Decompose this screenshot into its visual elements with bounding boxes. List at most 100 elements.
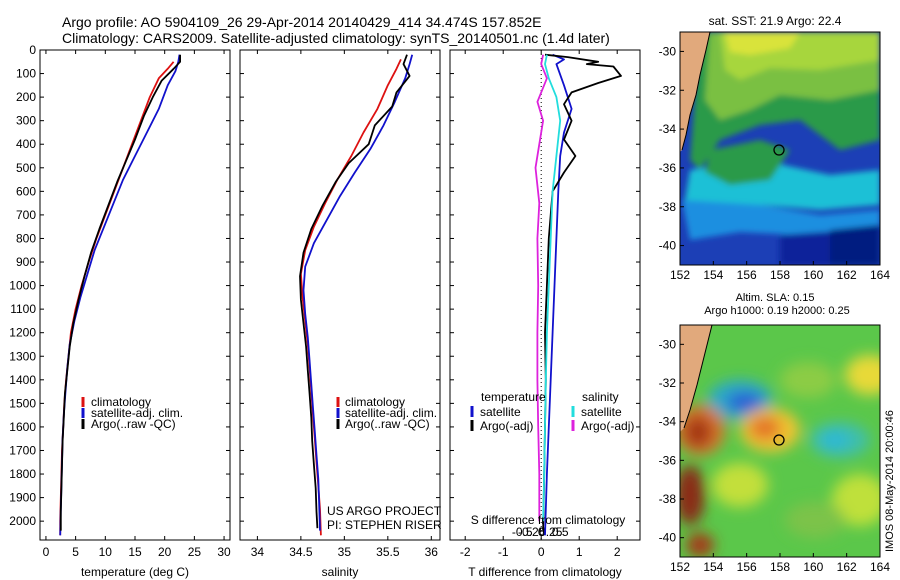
x-tick-label: 25 — [188, 545, 202, 559]
x-tick-label: 2 — [614, 545, 621, 559]
temperature-xlabel: temperature (deg C) — [81, 565, 189, 579]
sla-map — [680, 325, 880, 557]
legend-t-satellite: satellite — [480, 405, 521, 419]
map-y-tick-label: -32 — [659, 83, 677, 97]
y-tick-label: 800 — [16, 231, 36, 245]
difference-xlabel: T difference from climatology — [468, 565, 622, 579]
y-tick-label: 700 — [16, 208, 36, 222]
map-x-tick-label: 160 — [803, 268, 823, 282]
sst-map-axes: 152 154 156 158 160 162 164 -30 -32 -34 -36 -38 -40 — [659, 44, 891, 282]
x-tick-label: -2 — [460, 545, 471, 559]
x-tick-label: 34 — [251, 545, 265, 559]
s-tick-label: 0.5 — [552, 525, 569, 539]
sla-map-axes: 152 154 156 158 160 162 164 -30 -32 -34 -36 -38 -40 — [659, 337, 891, 574]
y-tick-label: 1200 — [9, 326, 36, 340]
sst-map — [680, 32, 880, 265]
s-tick-label: -0.5 — [512, 525, 533, 539]
x-tick-label: 15 — [128, 545, 142, 559]
x-tick-label: 0 — [538, 545, 545, 559]
legend-s-satellite: satellite — [581, 405, 622, 419]
project-annotation: US ARGO PROJECT — [327, 504, 442, 518]
map-x-tick-label: 156 — [737, 268, 757, 282]
map-y-tick-label: -34 — [659, 122, 677, 136]
map-y-tick-label: -34 — [659, 415, 677, 429]
s-tick-label: 0 — [538, 525, 545, 539]
y-tick-label: 1100 — [10, 302, 36, 316]
y-tick-label: 1900 — [9, 491, 36, 505]
x-tick-label: 10 — [99, 545, 113, 559]
temperature-lines — [59, 54, 182, 536]
temperature-panel — [39, 49, 231, 541]
map-x-tick-label: 164 — [870, 560, 890, 574]
map-x-tick-label: 158 — [770, 560, 790, 574]
temperature-legend: climatology satellite-adj. clim. Argo(..… — [81, 395, 183, 431]
series-line-satellite — [544, 53, 573, 536]
y-tick-label: 1700 — [9, 443, 36, 457]
x-tick-label: 0 — [43, 545, 50, 559]
y-tick-label: 1600 — [9, 420, 36, 434]
map-y-tick-label: -38 — [659, 492, 677, 506]
x-tick-label: 30 — [217, 545, 231, 559]
x-tick-label: 36 — [425, 545, 439, 559]
map-y-tick-label: -32 — [659, 376, 677, 390]
header-line-1: Argo profile: AO 5904109_26 29-Apr-2014 … — [62, 14, 542, 30]
map-x-tick-label: 152 — [670, 268, 690, 282]
legend-satellite: satellite-adj. clim. — [345, 406, 437, 420]
sst-argo-marker — [773, 144, 785, 156]
s-tick-label: -0.25 — [518, 525, 546, 539]
x-tick-label: 35 — [338, 545, 352, 559]
difference-lines — [534, 53, 622, 536]
y-tick-label: 1000 — [9, 279, 36, 293]
y-tick-label: 0 — [29, 43, 36, 57]
y-tick-label: 1300 — [9, 349, 36, 363]
temperature-axis: 0100200300400500600700800900100011001200… — [9, 43, 231, 559]
y-tick-label: 2000 — [9, 514, 36, 528]
x-tick-label: 20 — [158, 545, 172, 559]
y-tick-label: 1400 — [9, 373, 36, 387]
legend-argo: Argo(..raw -QC) — [91, 417, 176, 431]
map-x-tick-label: 154 — [703, 268, 723, 282]
legend-heading-temperature: temperature — [481, 390, 546, 404]
pi-annotation: PI: STEPHEN RISER — [327, 518, 442, 532]
map-x-tick-label: 154 — [703, 560, 723, 574]
map-y-tick-label: -40 — [659, 239, 677, 253]
series-line-argo — [299, 54, 411, 529]
map-y-tick-label: -36 — [659, 161, 677, 175]
map-y-tick-label: -40 — [659, 531, 677, 545]
legend-climatology: climatology — [91, 395, 151, 409]
legend-argo: Argo(..raw -QC) — [345, 417, 430, 431]
header-line-2: Climatology: CARS2009. Satellite-adjuste… — [62, 30, 610, 46]
sla-argo-marker — [773, 434, 785, 446]
map-x-tick-label: 162 — [837, 268, 857, 282]
y-tick-label: 1800 — [9, 467, 36, 481]
legend-s-argo: Argo(-adj) — [581, 419, 634, 433]
x-tick-label: 5 — [72, 545, 79, 559]
map-x-tick-label: 158 — [770, 268, 790, 282]
sla-map-subtitle: Argo h1000: 0.19 h2000: 0.25 — [704, 305, 850, 317]
y-tick-label: 500 — [16, 161, 36, 175]
salinity-lines — [299, 54, 414, 536]
difference-xlabel-top: S difference from climatology — [471, 513, 626, 527]
map-x-tick-label: 162 — [837, 560, 857, 574]
x-tick-label: 34.5 — [289, 545, 313, 559]
y-tick-label: 1500 — [9, 396, 36, 410]
salinity-legend: climatology satellite-adj. clim. Argo(..… — [336, 395, 437, 431]
legend-climatology: climatology — [345, 395, 405, 409]
map-x-tick-label: 152 — [670, 560, 690, 574]
map-y-tick-label: -30 — [659, 44, 677, 58]
x-tick-label: -1 — [498, 545, 509, 559]
salinity-axis: 34 34.5 35 35.5 36 — [240, 49, 440, 559]
sst-map-title: sat. SST: 21.9 Argo: 22.4 — [709, 14, 842, 28]
sla-map-title: Altim. SLA: 0.15 — [736, 292, 815, 304]
difference-legend: temperature salinity satellite Argo(-adj… — [470, 390, 634, 433]
salinity-panel — [239, 49, 441, 541]
legend-t-argo: Argo(-adj) — [480, 419, 533, 433]
x-tick-label: 1 — [576, 545, 583, 559]
series-line-satellite — [302, 54, 414, 531]
legend-heading-salinity: salinity — [582, 390, 619, 404]
map-x-tick-label: 160 — [803, 560, 823, 574]
x-tick-label: 35.5 — [376, 545, 400, 559]
series-line-cyan — [542, 54, 562, 522]
